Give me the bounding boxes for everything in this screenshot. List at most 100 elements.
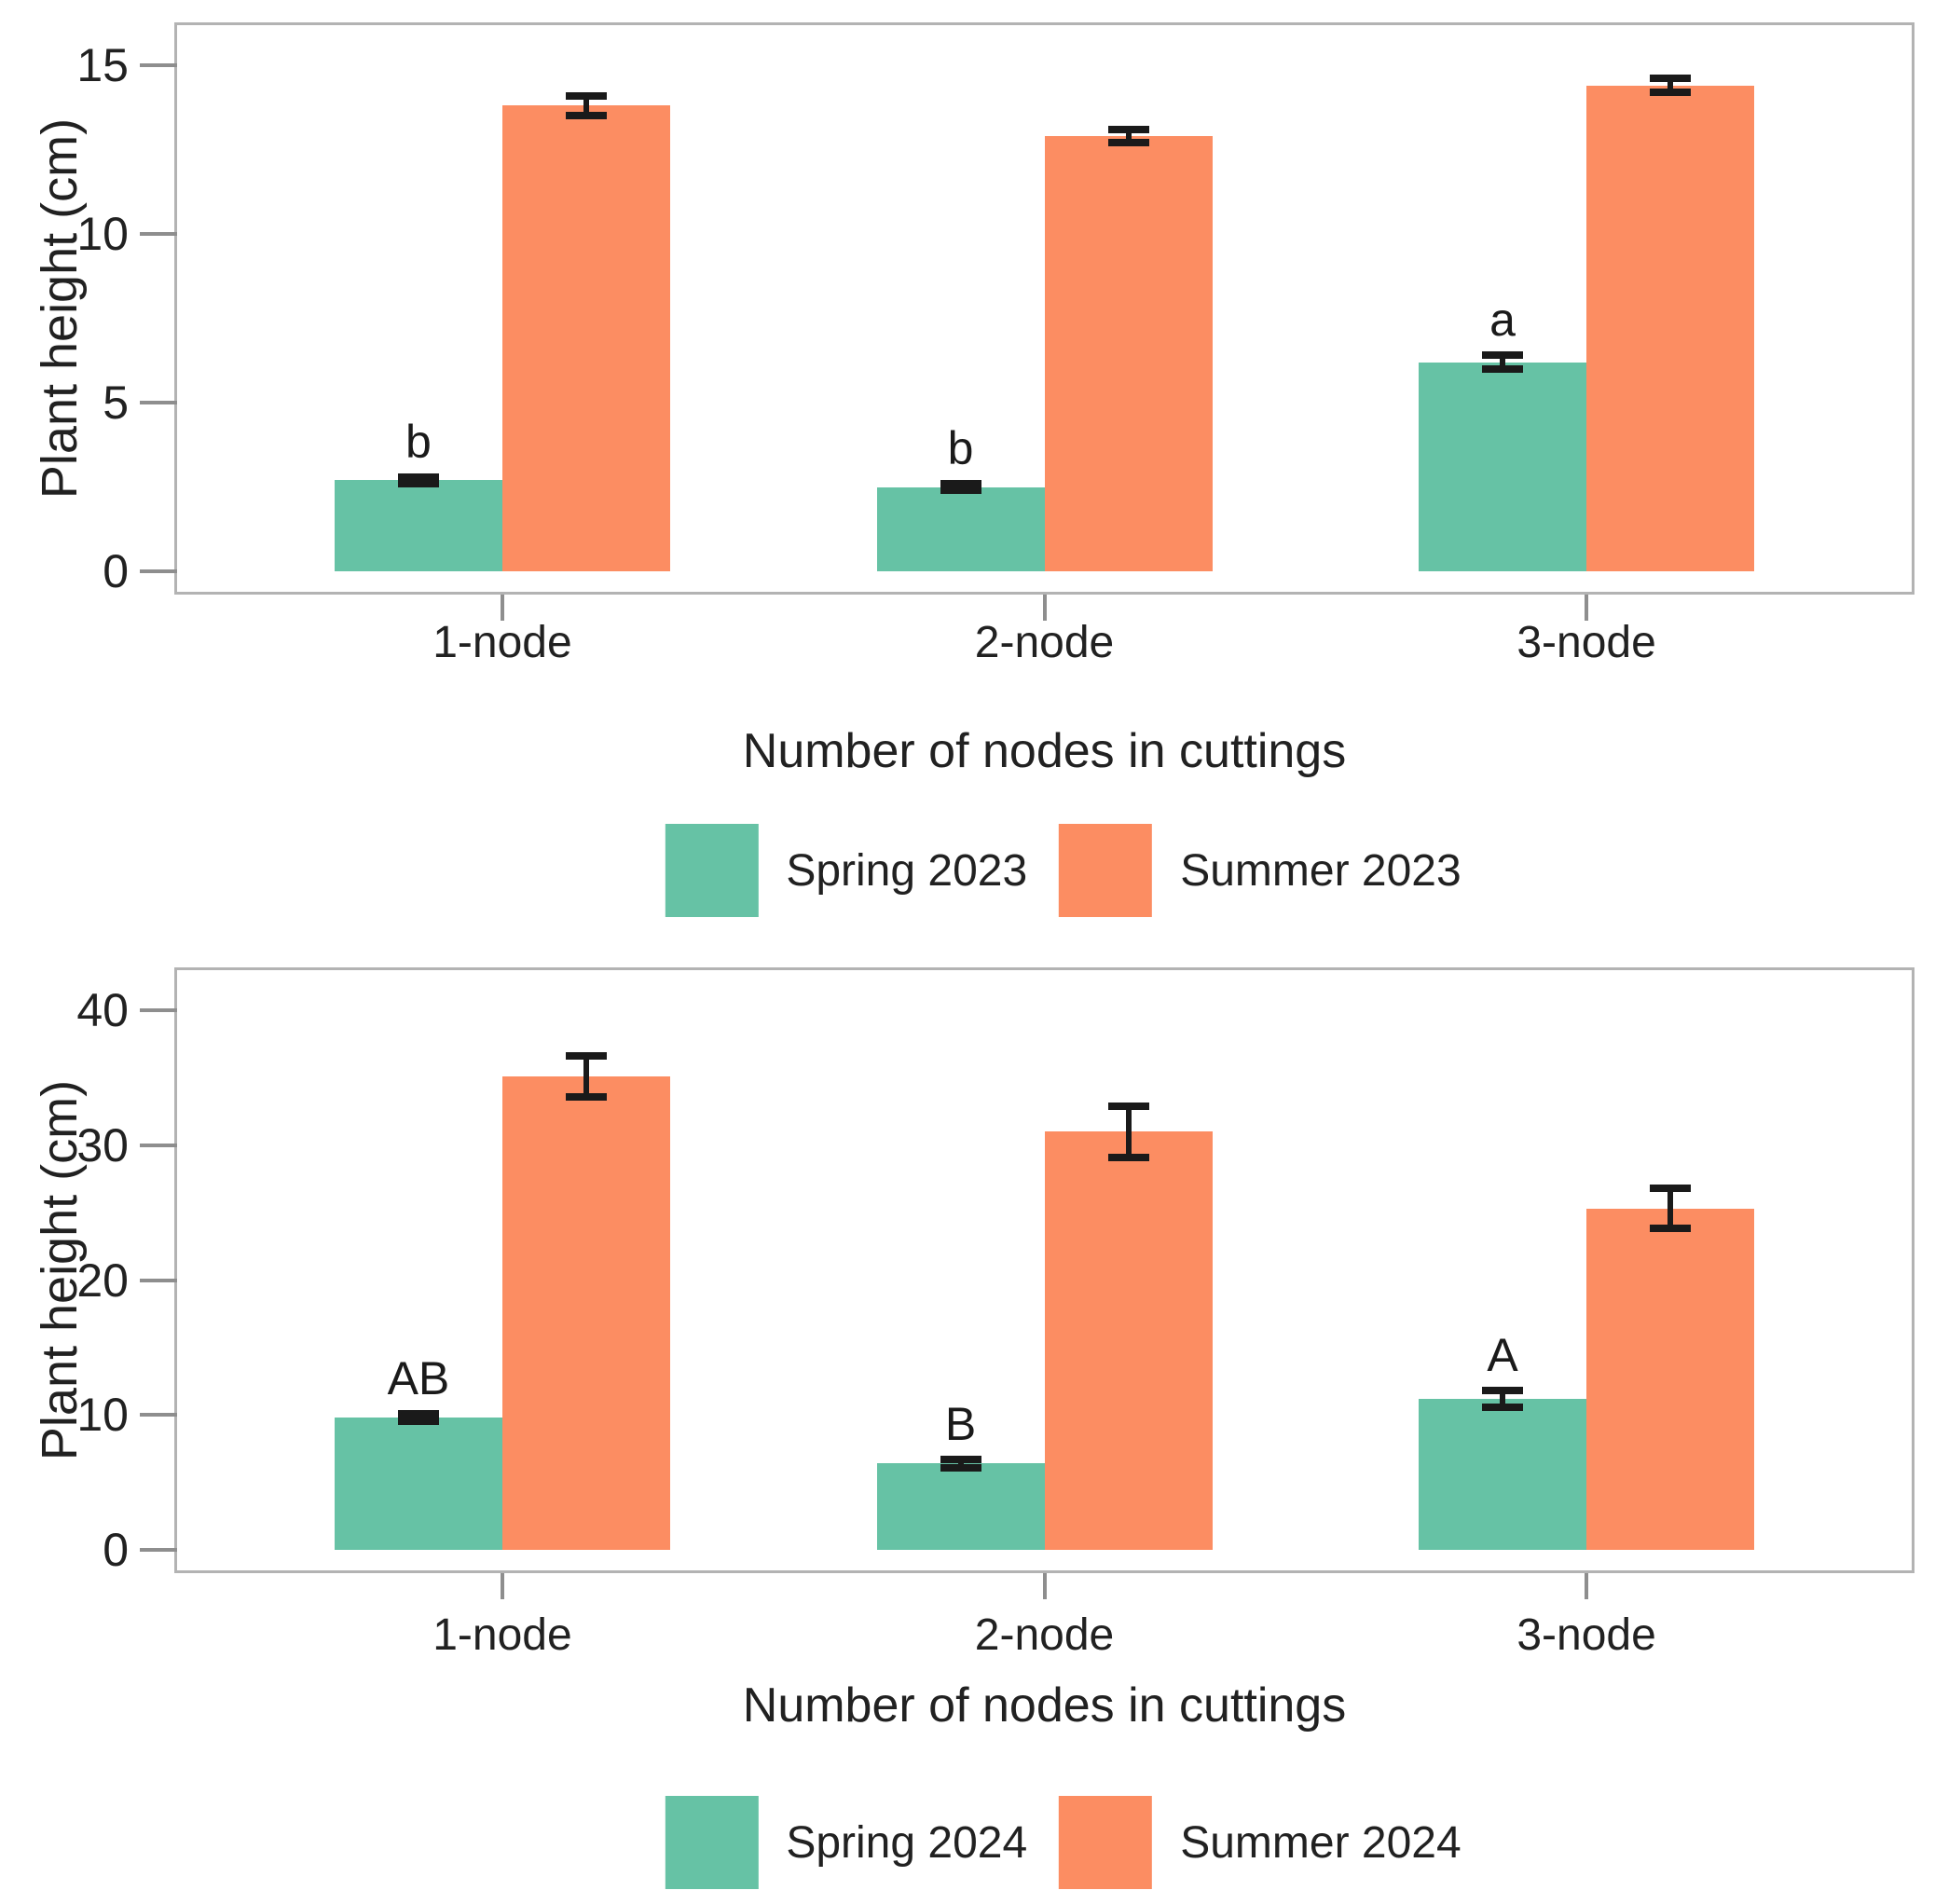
error-bar-cap-bottom — [940, 1463, 981, 1472]
error-bar-cap-bottom — [940, 486, 981, 495]
significance-letter: AB — [387, 1351, 450, 1404]
error-bar — [1125, 129, 1132, 144]
y-axis-tick — [140, 1278, 177, 1282]
error-bar — [1125, 1105, 1132, 1157]
y-axis-tick — [140, 1413, 177, 1418]
legend-swatch-spring-2023 — [665, 824, 759, 917]
y-axis-tick — [140, 569, 177, 573]
y-axis-tick-label: 30 — [76, 1118, 129, 1171]
error-bar-cap-top — [565, 1052, 607, 1061]
bar-spring-2024-2-node — [876, 1463, 1045, 1550]
error-bar — [415, 1413, 421, 1422]
significance-letter: b — [947, 421, 974, 474]
error-bar-cap-bottom — [1650, 88, 1692, 96]
error-bar-cap-bottom — [397, 1418, 439, 1426]
y-axis-tick-label: 5 — [103, 377, 129, 429]
error-bar — [957, 1459, 964, 1468]
error-bar-cap-top — [1107, 1102, 1149, 1110]
legend-item-summer-2024: Summer 2024 — [1059, 1796, 1462, 1889]
x-axis-title: Number of nodes in cuttings — [742, 1678, 1347, 1733]
error-bar — [583, 1056, 589, 1097]
error-bar-cap-top — [940, 1456, 981, 1464]
x-axis-tick — [500, 595, 504, 621]
y-axis-tick-label: 15 — [76, 39, 129, 91]
y-axis-tick-label: 20 — [76, 1253, 129, 1307]
bar-summer-2023-1-node — [501, 105, 670, 571]
error-bar-cap-top — [1482, 351, 1524, 360]
legend-swatch-summer-2024 — [1059, 1796, 1153, 1889]
y-axis-title: Plant height (cm) — [32, 117, 88, 500]
x-axis-tick — [500, 1573, 504, 1599]
error-bar-cap-bottom — [1107, 1153, 1149, 1161]
error-bar-cap-bottom — [565, 112, 607, 120]
error-bar-cap-top — [1650, 1185, 1692, 1193]
significance-letter: b — [405, 415, 432, 468]
y-axis-tick-label: 10 — [76, 208, 129, 260]
x-axis-tick — [1042, 595, 1047, 621]
error-bar-cap-bottom — [565, 1092, 607, 1101]
error-bar — [1500, 355, 1506, 369]
x-axis-title: Number of nodes in cuttings — [742, 724, 1347, 778]
y-axis-tick — [140, 1143, 177, 1147]
legend-item-spring-2023: Spring 2023 — [665, 824, 1027, 917]
legend-label-summer-2024: Summer 2024 — [1180, 1817, 1462, 1868]
x-tick-label-3-node: 3-node — [1516, 1610, 1656, 1660]
error-bar-cap-bottom — [1482, 1403, 1524, 1411]
error-bar-cap-bottom — [1650, 1225, 1692, 1233]
x-tick-label-3-node: 3-node — [1516, 618, 1656, 667]
y-axis-tick — [140, 232, 177, 236]
y-axis-tick — [140, 63, 177, 67]
bar-summer-2023-3-node — [1586, 85, 1755, 571]
significance-letter: a — [1489, 294, 1516, 347]
x-tick-label-2-node: 2-node — [974, 618, 1115, 667]
legend-label-spring-2024: Spring 2024 — [786, 1817, 1028, 1868]
error-bar-cap-top — [565, 91, 607, 100]
x-tick-label-1-node: 1-node — [432, 1610, 572, 1660]
legend: Spring 2023 Summer 2023 — [665, 824, 1462, 917]
x-tick-label-2-node: 2-node — [974, 1610, 1115, 1660]
error-bar-cap-top — [1107, 125, 1149, 133]
y-axis-tick-label: 0 — [103, 1524, 129, 1576]
error-bar-cap-top — [1482, 1387, 1524, 1395]
y-axis-tick — [140, 1008, 177, 1012]
error-bar — [1500, 1390, 1506, 1407]
legend-item-spring-2024: Spring 2024 — [665, 1796, 1027, 1889]
significance-letter: B — [944, 1398, 977, 1451]
bar-spring-2023-3-node — [1419, 362, 1587, 571]
legend-label-spring-2023: Spring 2023 — [786, 845, 1028, 896]
legend: Spring 2024 Summer 2024 — [665, 1796, 1462, 1889]
error-bar-cap-bottom — [1482, 364, 1524, 373]
error-bar-cap-top — [397, 1409, 439, 1418]
legend-item-summer-2023: Summer 2023 — [1059, 824, 1462, 917]
error-bar-cap-top — [397, 473, 439, 481]
y-axis-tick-label: 0 — [103, 545, 129, 597]
bar-summer-2024-2-node — [1044, 1131, 1213, 1550]
error-bar-cap-top — [1650, 75, 1692, 83]
bar-spring-2023-1-node — [334, 480, 502, 571]
y-axis-tick-label: 10 — [76, 1389, 129, 1442]
legend-swatch-spring-2024 — [665, 1796, 759, 1889]
bar-spring-2023-2-node — [876, 486, 1045, 571]
error-bar — [583, 95, 589, 116]
significance-letter: A — [1487, 1329, 1518, 1382]
error-bar-cap-bottom — [397, 479, 439, 487]
x-axis-tick — [1585, 1573, 1589, 1599]
y-axis-tick-label: 40 — [76, 984, 129, 1036]
x-tick-label-1-node: 1-node — [432, 618, 572, 667]
legend-label-summer-2023: Summer 2023 — [1180, 845, 1462, 896]
x-axis-tick — [1042, 1573, 1047, 1599]
x-axis-tick — [1585, 595, 1589, 621]
error-bar — [1667, 1188, 1674, 1229]
bar-spring-2024-3-node — [1419, 1398, 1587, 1550]
y-axis-tick — [140, 401, 177, 404]
error-bar-cap-top — [940, 479, 981, 487]
bar-summer-2023-2-node — [1044, 136, 1213, 571]
error-bar — [1667, 78, 1674, 92]
legend-swatch-summer-2023 — [1059, 824, 1153, 917]
bar-summer-2024-3-node — [1586, 1208, 1755, 1550]
bar-spring-2024-1-node — [334, 1418, 502, 1550]
y-axis-tick — [140, 1548, 177, 1552]
error-bar-cap-bottom — [1107, 139, 1149, 147]
bar-summer-2024-1-node — [501, 1075, 670, 1550]
